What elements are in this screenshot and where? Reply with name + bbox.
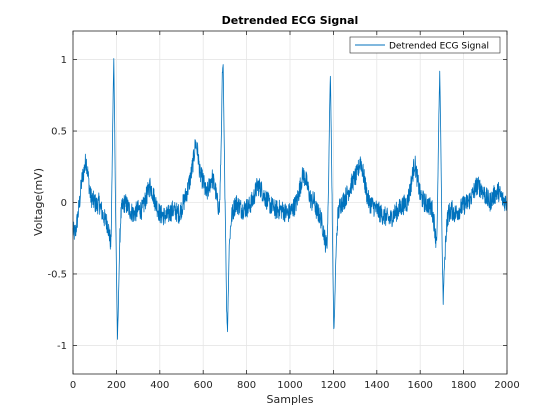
tick-marks bbox=[72, 31, 508, 374]
x-tick-label: 600 bbox=[194, 380, 213, 391]
x-tick-label: 1000 bbox=[277, 380, 302, 391]
legend-box bbox=[349, 36, 501, 54]
x-tick-label: 1400 bbox=[364, 380, 389, 391]
y-tick-label: 0 bbox=[61, 198, 67, 209]
x-tick-label: 200 bbox=[107, 380, 126, 391]
legend: Detrended ECG Signal bbox=[349, 36, 501, 54]
y-tick-label: 1 bbox=[61, 55, 67, 66]
y-tick-labels: 1 0.5 0 -0.5 -1 bbox=[47, 55, 67, 352]
legend-entry-label: Detrended ECG Signal bbox=[389, 42, 489, 52]
chart-title: Detrended ECG Signal bbox=[222, 14, 359, 27]
x-tick-label: 2000 bbox=[494, 380, 519, 391]
y-tick-label: 0.5 bbox=[51, 127, 67, 138]
y-tick-label: -1 bbox=[57, 341, 67, 352]
x-axis-label: Samples bbox=[267, 393, 314, 406]
y-tick-label: -0.5 bbox=[47, 269, 67, 280]
y-axis-label: Voltage(mV) bbox=[32, 168, 45, 236]
x-tick-label: 1800 bbox=[451, 380, 476, 391]
x-tick-label: 0 bbox=[70, 380, 76, 391]
x-tick-label: 400 bbox=[150, 380, 169, 391]
x-tick-labels: 0 200 400 600 800 1000 1200 1400 1600 1800 2000 bbox=[70, 380, 520, 391]
x-tick-label: 1600 bbox=[407, 380, 432, 391]
data-layer bbox=[72, 58, 508, 340]
x-tick-label: 800 bbox=[237, 380, 256, 391]
ecg-series-line bbox=[72, 58, 508, 340]
x-tick-label: 1200 bbox=[321, 380, 346, 391]
